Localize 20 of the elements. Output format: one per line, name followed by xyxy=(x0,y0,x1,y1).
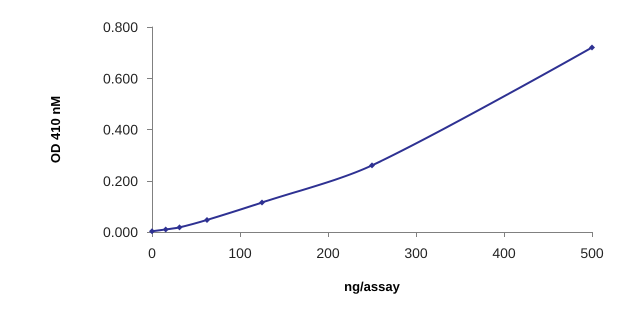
y-tick-label: 0.000 xyxy=(102,224,138,240)
x-tick-label: 100 xyxy=(228,245,252,261)
point xyxy=(589,44,595,50)
point xyxy=(149,228,155,234)
y-axis-title: OD 410 nM xyxy=(48,96,63,164)
x-tick-label: 400 xyxy=(492,245,516,261)
y-tick-label: 0.600 xyxy=(102,70,138,86)
point xyxy=(369,162,375,168)
point xyxy=(176,224,182,230)
point xyxy=(162,226,169,232)
y-tick-label: 0.400 xyxy=(102,122,138,138)
point xyxy=(259,200,265,206)
x-axis-title: ng/assay xyxy=(344,279,401,294)
point xyxy=(204,216,210,223)
x-tick-label: 300 xyxy=(404,245,428,261)
x-tick-label: 500 xyxy=(580,245,604,261)
x-tick-label: 200 xyxy=(316,245,340,261)
y-tick-label: 0.800 xyxy=(102,19,138,35)
y-tick-label: 0.200 xyxy=(102,172,138,189)
x-tick-label: 0 xyxy=(148,245,156,261)
